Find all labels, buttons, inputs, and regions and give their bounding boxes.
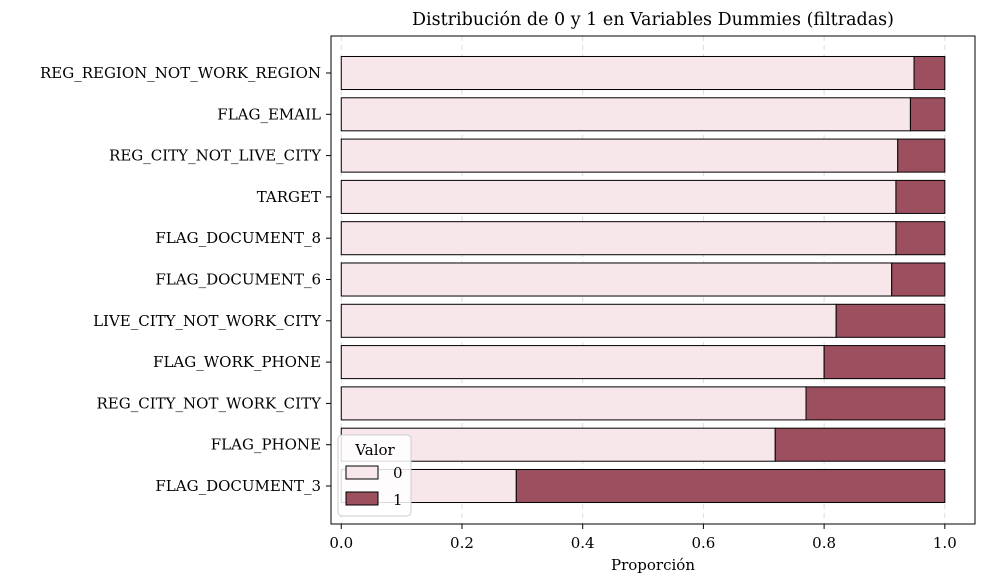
bar-1-TARGET [895, 179, 946, 214]
bar-0-REG_REGION_NOT_WORK_REGION [340, 55, 915, 91]
y-tick-label: TARGET [257, 188, 321, 206]
bar-1-REG_CITY_NOT_LIVE_CITY [897, 138, 946, 173]
x-tick-label: 0.6 [691, 534, 715, 552]
bar-0-FLAG_PHONE [340, 427, 776, 462]
bar-1-FLAG_DOCUMENT_8 [895, 221, 946, 256]
bar-1-FLAG_DOCUMENT_3 [515, 468, 946, 504]
legend-label-0: 0 [393, 464, 403, 482]
bar-0-FLAG_WORK_PHONE [340, 345, 825, 380]
bar-0-FLAG_DOCUMENT_6 [340, 262, 893, 297]
y-tick-label: FLAG_PHONE [211, 436, 321, 454]
bar-1-FLAG_EMAIL [909, 97, 946, 132]
legend: Valor 0 1 [337, 434, 412, 517]
bars [340, 55, 946, 504]
y-tick-label: FLAG_EMAIL [217, 105, 321, 123]
bar-0-FLAG_DOCUMENT_8 [340, 221, 897, 256]
x-tick-label: 0.4 [571, 534, 595, 552]
bar-0-REG_CITY_NOT_LIVE_CITY [340, 138, 899, 173]
x-axis-ticks: 0.0 0.2 0.4 0.6 0.8 1.0 [329, 524, 957, 552]
bar-1-REG_CITY_NOT_WORK_CITY [805, 386, 946, 421]
bar-1-REG_REGION_NOT_WORK_REGION [913, 55, 946, 91]
y-tick-label: FLAG_DOCUMENT_3 [155, 477, 321, 495]
bar-0-TARGET [340, 179, 897, 214]
y-tick-label: REG_CITY_NOT_WORK_CITY [97, 394, 323, 412]
y-tick-label: FLAG_DOCUMENT_8 [155, 229, 321, 247]
y-tick-label: LIVE_CITY_NOT_WORK_CITY [93, 312, 322, 330]
bar-1-LIVE_CITY_NOT_WORK_CITY [835, 303, 946, 338]
y-axis-ticks: REG_REGION_NOT_WORK_REGION FLAG_EMAIL REG_… [40, 64, 331, 495]
y-tick-label: FLAG_DOCUMENT_6 [155, 271, 321, 289]
legend-swatch-1 [345, 491, 379, 506]
y-tick-label: REG_CITY_NOT_LIVE_CITY [109, 147, 322, 165]
bar-1-FLAG_DOCUMENT_6 [891, 262, 946, 297]
x-tick-label: 0.2 [450, 534, 474, 552]
y-tick-label: REG_REGION_NOT_WORK_REGION [40, 64, 321, 82]
bar-0-FLAG_EMAIL [340, 97, 911, 132]
y-tick-label: FLAG_WORK_PHONE [153, 353, 321, 371]
x-tick-label: 0.8 [812, 534, 836, 552]
x-axis-label: Proporción [611, 556, 695, 574]
legend-label-1: 1 [393, 491, 403, 509]
legend-title: Valor [354, 441, 395, 459]
bar-0-LIVE_CITY_NOT_WORK_CITY [340, 303, 837, 338]
bar-1-FLAG_WORK_PHONE [823, 345, 946, 380]
legend-swatch-0 [345, 465, 379, 480]
x-tick-label: 1.0 [933, 534, 957, 552]
x-tick-label: 0.0 [329, 534, 353, 552]
bar-1-FLAG_PHONE [774, 427, 946, 462]
bar-0-REG_CITY_NOT_WORK_CITY [340, 386, 807, 421]
chart-title: Distribución de 0 y 1 en Variables Dummi… [412, 10, 894, 30]
